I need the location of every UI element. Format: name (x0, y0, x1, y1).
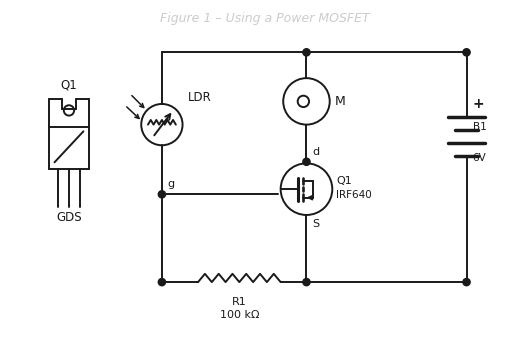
Circle shape (158, 191, 165, 198)
Circle shape (303, 49, 310, 56)
Circle shape (463, 278, 470, 286)
Circle shape (463, 49, 470, 56)
Text: Q1: Q1 (61, 78, 77, 91)
Text: B1: B1 (473, 122, 487, 132)
Text: M: M (335, 95, 346, 108)
Text: LDR: LDR (188, 91, 212, 104)
Text: R1: R1 (232, 297, 246, 307)
Text: 6V: 6V (473, 153, 487, 163)
Text: GDS: GDS (56, 211, 82, 224)
Text: d: d (313, 147, 320, 157)
Text: Figure 1 – Using a Power MOSFET: Figure 1 – Using a Power MOSFET (160, 12, 370, 25)
Text: g: g (167, 179, 174, 189)
Text: +: + (473, 97, 484, 111)
Text: S: S (313, 219, 320, 229)
Circle shape (303, 158, 310, 165)
Text: 100 kΩ: 100 kΩ (219, 310, 259, 320)
Text: Q1: Q1 (336, 176, 352, 186)
Circle shape (303, 278, 310, 286)
Text: IRF640: IRF640 (336, 190, 372, 201)
Circle shape (158, 278, 165, 286)
